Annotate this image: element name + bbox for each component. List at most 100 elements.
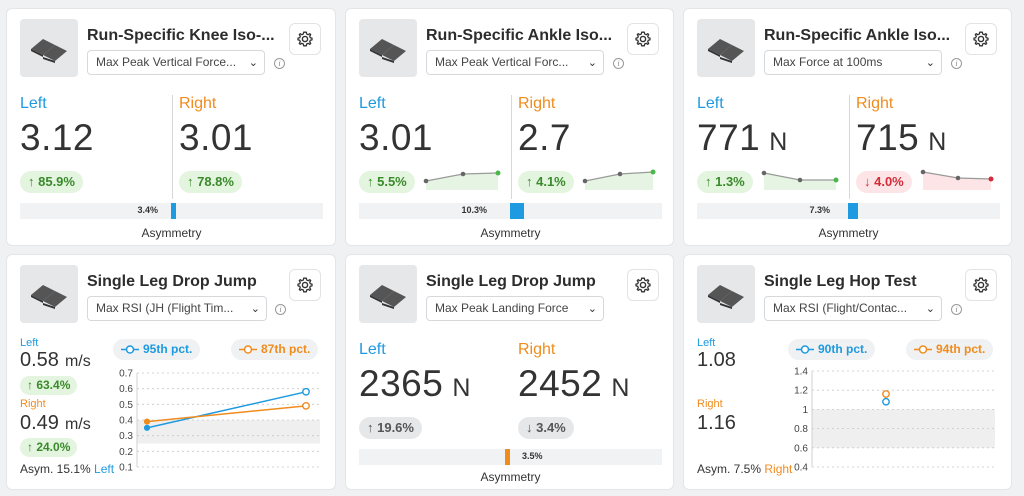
asymmetry-text: Asym. 7.5% Right	[697, 462, 793, 476]
y-tick-label: 0.8	[794, 424, 808, 435]
asymmetry-value: 3.5%	[522, 451, 543, 461]
left-value: 3.12	[20, 117, 95, 158]
metric-dropdown[interactable]: Max Peak Vertical Force... ⌄	[87, 50, 265, 75]
right-label: Right	[179, 95, 217, 112]
y-tick-label: 0.6	[119, 384, 133, 395]
left-value: 3.01	[359, 117, 434, 158]
right-label: Right	[697, 398, 723, 410]
gear-icon	[973, 277, 989, 293]
info-icon[interactable]: i	[275, 304, 286, 315]
asymmetry-label: Asymmetry	[480, 226, 541, 240]
chevron-down-icon: ⌄	[250, 303, 260, 315]
chevron-down-icon: ⌄	[587, 303, 597, 315]
metric-card[interactable]: Single Leg Drop Jump Max RSI (JH (Flight…	[6, 254, 336, 490]
chevron-down-icon: ⌄	[587, 57, 597, 69]
info-icon[interactable]: i	[613, 58, 624, 69]
metric-card[interactable]: Run-Specific Ankle Iso... Max Peak Verti…	[345, 8, 674, 246]
asymmetry-fill	[505, 449, 510, 465]
card-title: Single Leg Drop Jump	[426, 273, 596, 290]
left-percentile-badge: 90th pct.	[788, 339, 876, 360]
left-label: Left	[697, 337, 716, 349]
left-value: 1.08	[697, 349, 736, 371]
y-tick-label: 0.7	[119, 369, 133, 380]
asymmetry-fill	[848, 203, 859, 219]
metric-dropdown[interactable]: Max Peak Landing Force ⌄	[426, 296, 604, 321]
settings-button[interactable]	[289, 23, 321, 55]
y-tick-label: 0.3	[119, 431, 133, 442]
force-plates-icon	[20, 265, 78, 323]
left-value: 0.58 m/s	[20, 349, 91, 371]
divider	[511, 95, 512, 199]
asymmetry-value: 7.3%	[809, 205, 830, 215]
right-data-point	[882, 390, 890, 398]
left-data-point	[143, 424, 151, 431]
right-sparkline	[920, 169, 994, 190]
asymmetry-label: Asymmetry	[818, 226, 879, 240]
y-tick-label: 0.1	[119, 463, 133, 474]
metric-label: Max Peak Vertical Force...	[96, 55, 237, 69]
left-change-badge: ↑ 19.6%	[359, 417, 422, 439]
y-tick-label: 1	[802, 405, 808, 416]
gear-icon	[973, 31, 989, 47]
right-value: 2.7	[518, 117, 571, 158]
settings-button[interactable]	[965, 269, 997, 301]
chevron-down-icon: ⌄	[248, 57, 258, 69]
chevron-down-icon: ⌄	[925, 57, 935, 69]
metric-card[interactable]: Run-Specific Knee Iso-... Max Peak Verti…	[6, 8, 336, 246]
info-icon[interactable]: i	[951, 58, 962, 69]
card-title: Run-Specific Ankle Iso...	[426, 27, 613, 44]
metric-label: Max RSI (Flight/Contac...	[773, 301, 908, 315]
right-data-point	[143, 418, 151, 425]
normative-band	[137, 420, 320, 444]
y-tick-label: 0.4	[119, 416, 133, 427]
right-label: Right	[518, 95, 556, 112]
metric-label: Max Force at 100ms	[773, 55, 883, 69]
left-change-badge: ↑ 63.4%	[20, 376, 78, 395]
asymmetry-fill	[510, 203, 525, 219]
asymmetry-fill	[171, 203, 176, 219]
gear-icon	[635, 31, 651, 47]
right-sparkline	[582, 169, 656, 190]
asymmetry-value: 3.4%	[137, 205, 158, 215]
settings-button[interactable]	[289, 269, 321, 301]
asymmetry-bar: 7.3%	[697, 203, 1000, 219]
metric-dropdown[interactable]: Max RSI (Flight/Contac... ⌄	[764, 296, 942, 321]
settings-button[interactable]	[965, 23, 997, 55]
metric-card[interactable]: Single Leg Drop Jump Max Peak Landing Fo…	[345, 254, 674, 490]
info-icon[interactable]: i	[274, 58, 285, 69]
divider	[172, 95, 173, 199]
right-value: 2452 N	[518, 363, 630, 404]
left-data-point	[882, 397, 890, 406]
left-percentile-badge: 95th pct.	[113, 339, 201, 360]
y-tick-label: 0.5	[119, 400, 133, 411]
card-title: Run-Specific Knee Iso-...	[87, 27, 275, 44]
left-value: 2365 N	[359, 363, 471, 404]
asymmetry-label: Asymmetry	[480, 470, 541, 484]
right-label: Right	[20, 398, 46, 410]
info-icon[interactable]: i	[951, 304, 962, 315]
force-plates-icon	[359, 265, 417, 323]
right-change-badge: ↑ 24.0%	[20, 438, 78, 457]
metric-card[interactable]: Run-Specific Ankle Iso... Max Force at 1…	[683, 8, 1012, 246]
settings-button[interactable]	[627, 269, 659, 301]
right-percentile-badge: 94th pct.	[906, 339, 994, 360]
right-change-badge: ↑ 78.8%	[179, 171, 242, 193]
right-value: 3.01	[179, 117, 254, 158]
right-change-badge: ↓ 3.4%	[518, 417, 574, 439]
metric-dropdown[interactable]: Max RSI (JH (Flight Tim... ⌄	[87, 296, 267, 321]
metric-dropdown[interactable]: Max Force at 100ms ⌄	[764, 50, 942, 75]
y-tick-label: 1.2	[794, 386, 808, 397]
left-label: Left	[359, 341, 386, 358]
card-title: Single Leg Hop Test	[764, 273, 917, 290]
metric-card[interactable]: Single Leg Hop Test Max RSI (Flight/Cont…	[683, 254, 1012, 490]
metric-label: Max RSI (JH (Flight Tim...	[96, 301, 234, 315]
right-percentile-badge: 87th pct.	[231, 339, 319, 360]
left-label: Left	[359, 95, 386, 112]
metric-dropdown[interactable]: Max Peak Vertical Forc... ⌄	[426, 50, 604, 75]
left-sparkline	[761, 170, 839, 190]
force-plates-icon	[359, 19, 417, 77]
asymmetry-label: Asymmetry	[141, 226, 202, 240]
right-change-badge: ↑ 4.1%	[518, 171, 574, 193]
asymmetry-bar: 3.5%	[359, 449, 662, 465]
settings-button[interactable]	[627, 23, 659, 55]
